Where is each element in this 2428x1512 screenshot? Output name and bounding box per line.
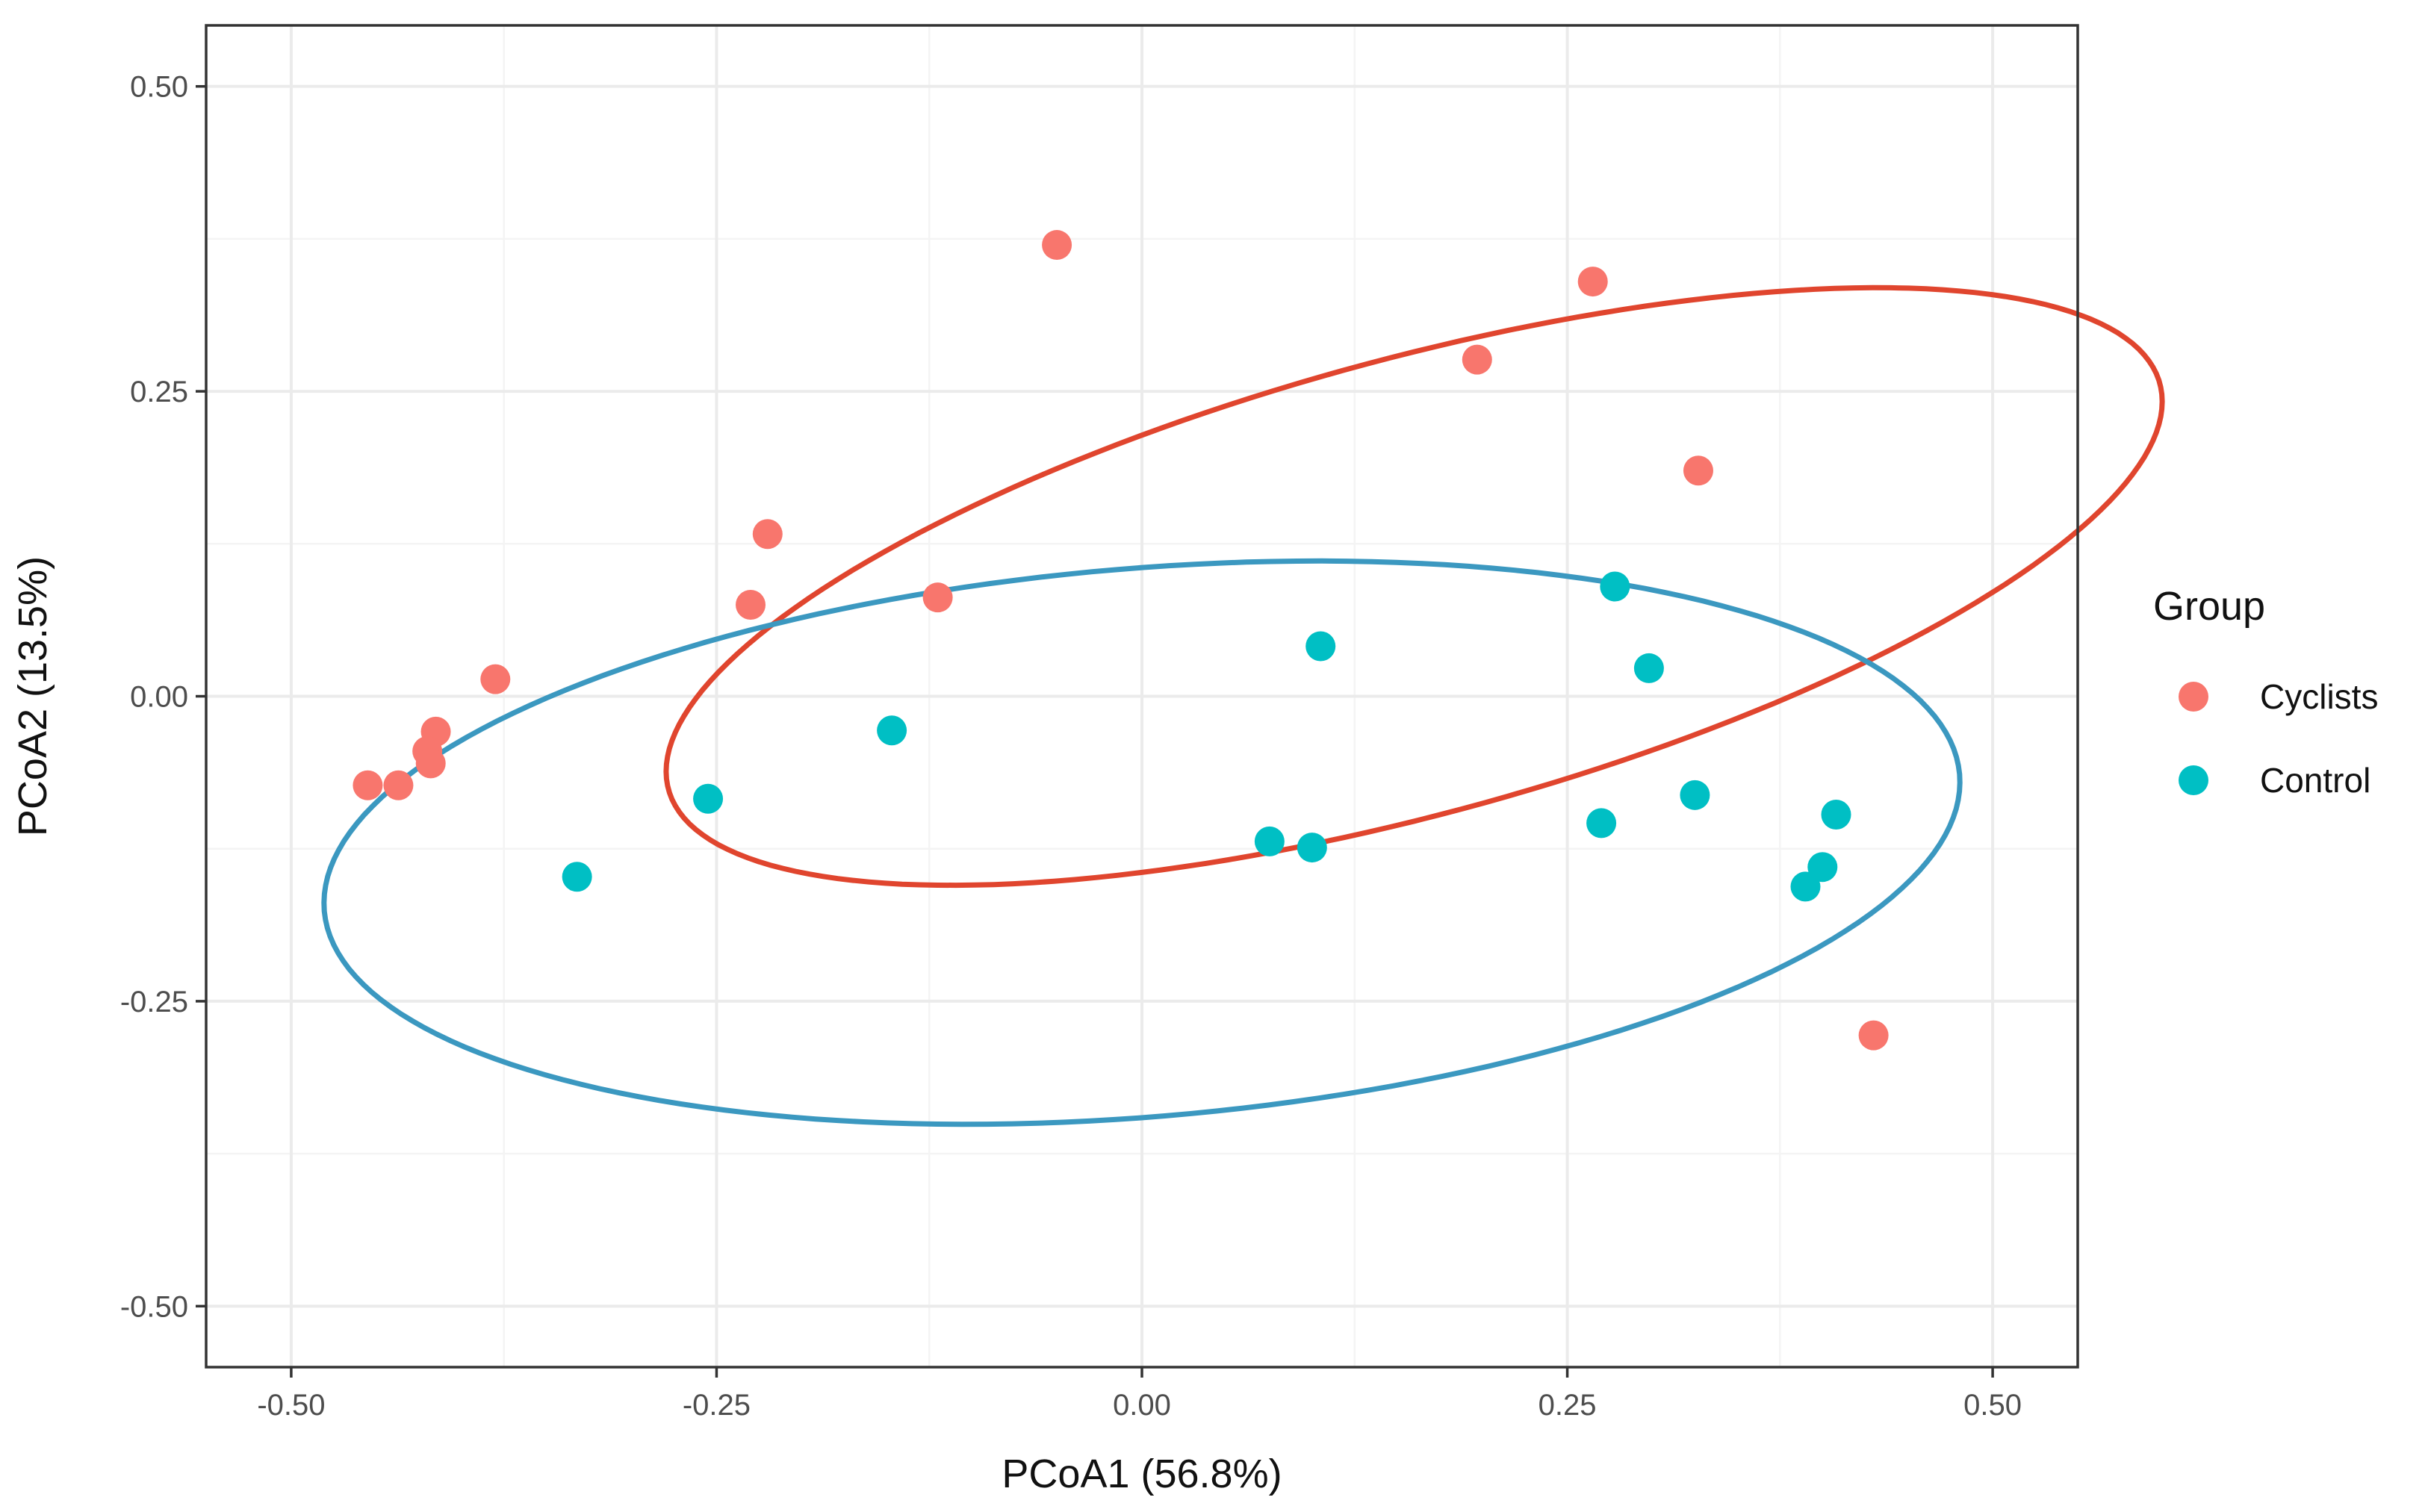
point-cyclists	[922, 582, 953, 613]
ellipse-cyclists	[663, 284, 2165, 889]
legend-title: Group	[2153, 584, 2265, 629]
point-control	[562, 862, 592, 892]
point-control	[1600, 571, 1630, 602]
grid-lines	[206, 25, 2078, 1367]
legend-label-control: Control	[2260, 761, 2370, 800]
x-tick-label: -0.25	[683, 1389, 751, 1422]
point-cyclists	[1858, 1020, 1889, 1051]
y-tick-label: -0.50	[120, 1290, 188, 1323]
y-tick-label: -0.25	[120, 986, 188, 1018]
point-cyclists	[415, 748, 446, 779]
x-tick-label: 0.50	[1963, 1389, 2022, 1422]
point-control	[1586, 808, 1617, 839]
point-cyclists	[1683, 455, 1713, 486]
point-cyclists	[1462, 344, 1492, 375]
x-tick-label: 0.25	[1539, 1389, 1597, 1422]
legend: Group Cyclists Control	[2153, 584, 2378, 800]
y-tick-label: 0.50	[130, 71, 188, 104]
point-cyclists	[1042, 230, 1072, 261]
legend-label-cyclists: Cyclists	[2260, 677, 2378, 716]
point-cyclists	[383, 770, 414, 800]
point-control	[1305, 631, 1336, 662]
point-control	[877, 715, 907, 746]
y-tick-label: 0.25	[130, 376, 188, 408]
x-tick-label: -0.50	[257, 1389, 325, 1422]
legend-key-control	[2179, 765, 2208, 795]
point-control	[1297, 833, 1327, 863]
point-cyclists	[752, 519, 783, 550]
point-control	[1680, 780, 1710, 810]
point-control	[1790, 871, 1821, 902]
y-tick-label: 0.00	[130, 681, 188, 714]
point-cyclists	[1577, 267, 1608, 297]
legend-key-cyclists	[2179, 682, 2208, 712]
point-control	[693, 783, 724, 814]
y-axis-title: PCoA2 (13.5%)	[10, 556, 55, 836]
point-cyclists	[736, 589, 766, 620]
point-cyclists	[353, 770, 383, 800]
confidence-ellipses	[321, 284, 2165, 1127]
ellipse-control	[321, 558, 1963, 1127]
point-control	[1633, 653, 1664, 683]
point-cyclists	[480, 664, 511, 694]
x-axis-title: PCoA1 (56.8%)	[1002, 1452, 1282, 1496]
data-points	[353, 230, 1889, 1051]
x-tick-label: 0.00	[1113, 1389, 1171, 1422]
point-control	[1254, 826, 1285, 856]
point-control	[1807, 852, 1838, 883]
point-control	[1821, 799, 1851, 830]
axis-ticks: -0.50 -0.25 0.00 0.25 0.50 -0.50 -0.25 0.00 0.25…	[120, 71, 2022, 1422]
